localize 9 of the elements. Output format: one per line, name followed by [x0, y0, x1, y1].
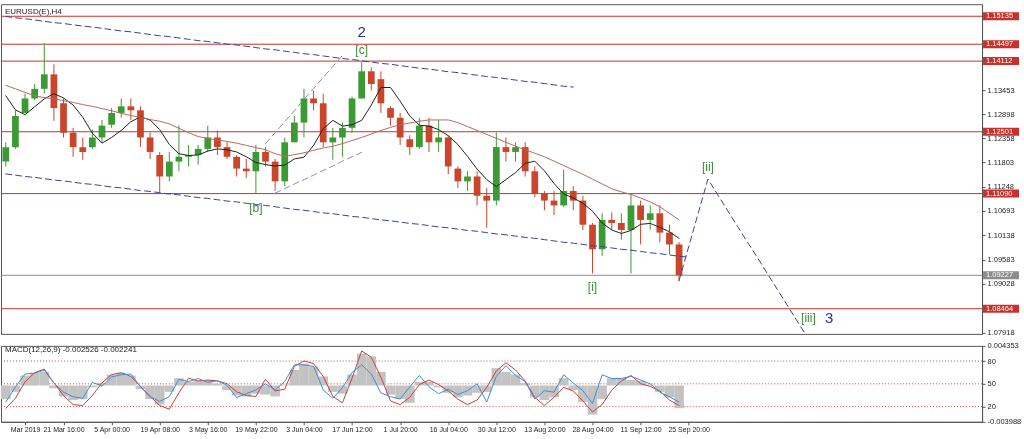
annotation: 3 [825, 309, 834, 327]
annotation: [ii] [701, 160, 714, 175]
annotation: 2 [357, 22, 366, 40]
chart-title: MACD(12,26,9) -0.002526 -0.002241 [5, 344, 138, 354]
annotation: [b] [249, 200, 263, 215]
chart-title: EURUSD(E),H4 [5, 7, 63, 17]
annotation: [i] [587, 280, 598, 295]
annotation: [c] [355, 42, 368, 57]
annotation: [iii] [801, 311, 816, 326]
